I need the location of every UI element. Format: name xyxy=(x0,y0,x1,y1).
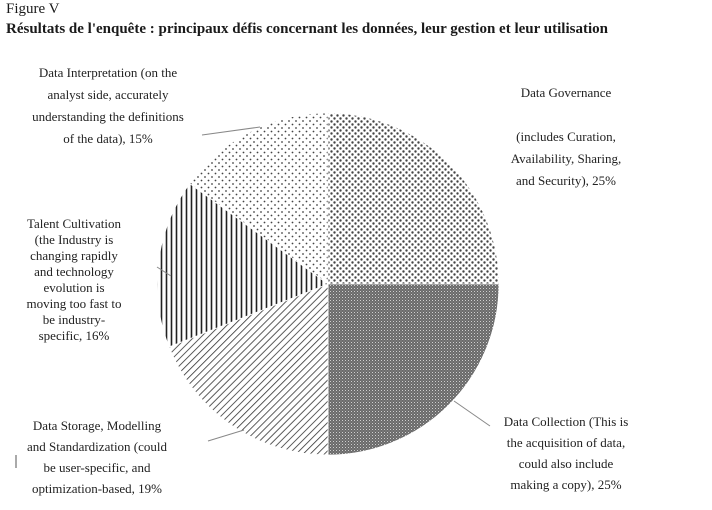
label-line: analyst side, accurately xyxy=(48,87,169,102)
label-line: and technology xyxy=(34,264,114,279)
label-line: (includes Curation, xyxy=(516,129,616,144)
slice-data-interpretation xyxy=(189,112,329,285)
label-data-collection: Data Collection (This is the acquisition … xyxy=(504,414,629,492)
label-line: understanding the definitions xyxy=(32,109,184,124)
label-line: could also include xyxy=(519,456,614,471)
label-data-interpretation: Data Interpretation (on the analyst side,… xyxy=(32,65,184,146)
label-line: evolution is xyxy=(43,280,104,295)
slice-data-storage xyxy=(168,283,329,456)
label-line: and Standardization (could xyxy=(27,439,168,454)
label-line: Talent Cultivation xyxy=(27,216,122,231)
label-line: Data Interpretation (on the xyxy=(39,65,177,80)
leader-line xyxy=(156,266,172,277)
label-line: Data Collection (This is xyxy=(504,414,629,429)
slice-talent-cultivation xyxy=(156,182,329,348)
label-line: optimization-based, 19% xyxy=(32,481,162,496)
label-line: moving too fast to xyxy=(27,296,122,311)
label-line: Availability, Sharing, xyxy=(511,151,621,166)
label-talent-cultivation: Talent Cultivation (the Industry is changi… xyxy=(27,216,122,343)
leader-lines xyxy=(156,126,491,442)
label-line: the acquisition of data, xyxy=(507,435,625,450)
leader-line xyxy=(201,126,261,136)
label-line: Data Storage, Modelling xyxy=(33,418,162,433)
figure-label: Figure V xyxy=(6,1,60,17)
slice-data-governance xyxy=(327,112,500,285)
label-line: (the Industry is xyxy=(35,232,114,247)
label-line: specific, 16% xyxy=(39,328,110,343)
label-data-governance: Data Governance (includes Curation, Availa… xyxy=(511,85,621,188)
label-data-storage: Data Storage, Modelling and Standardizati… xyxy=(27,418,168,496)
label-line: of the data), 15% xyxy=(63,131,153,146)
leader-line xyxy=(453,400,491,427)
label-line: making a copy), 25% xyxy=(510,477,621,492)
pie-slices xyxy=(156,112,500,456)
figure-title: Résultats de l'enquête : principaux défi… xyxy=(6,21,608,37)
label-line: be user-specific, and xyxy=(44,460,151,475)
label-line: and Security), 25% xyxy=(516,173,616,188)
leader-line xyxy=(207,429,245,442)
label-line: changing rapidly xyxy=(30,248,118,263)
label-line: Data Governance xyxy=(521,85,612,100)
label-line: be industry- xyxy=(43,312,105,327)
slice-data-collection xyxy=(327,283,500,456)
slice-labels: Data Governance (includes Curation, Availa… xyxy=(27,65,629,496)
